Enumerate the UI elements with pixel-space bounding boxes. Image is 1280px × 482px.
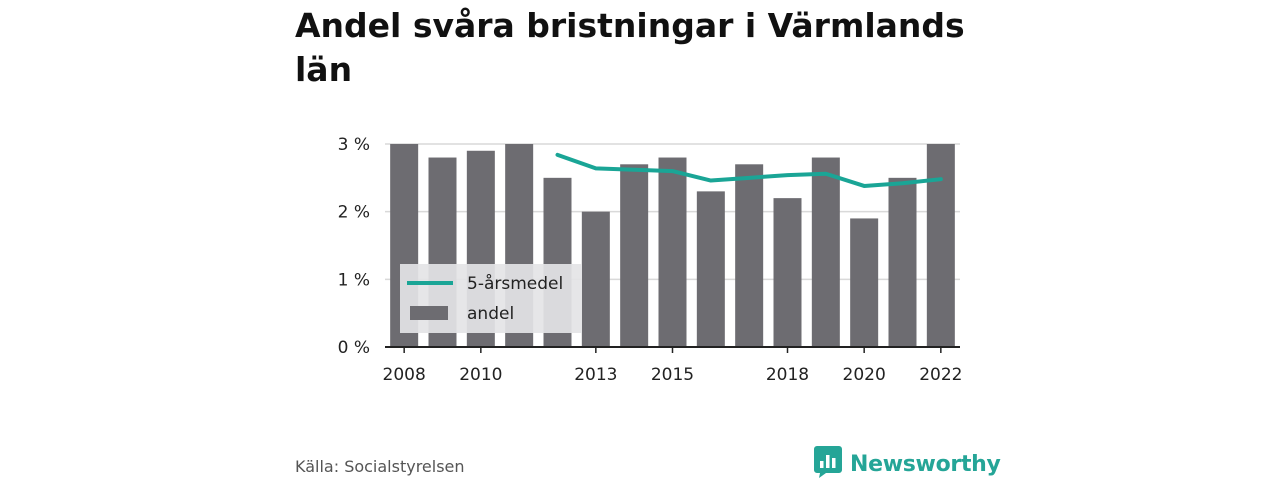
chart-title: Andel svåra bristningar i Värmlands län bbox=[295, 6, 965, 89]
brand-logo[interactable]: Newsworthy bbox=[814, 446, 1001, 482]
y-axis-ticks: 0 % 1 % 2 % 3 % bbox=[338, 135, 370, 358]
x-tick-label: 2018 bbox=[766, 365, 809, 385]
y-tick-label: 2 % bbox=[338, 203, 370, 223]
bar-2015 bbox=[658, 157, 687, 347]
legend-label-5-arsmedel: 5-årsmedel bbox=[467, 273, 563, 294]
legend: 5-årsmedel andel bbox=[400, 264, 582, 333]
chart-area: 0 %1 %2 %3 % 5-årsmedel andel 2008 2010 20… bbox=[338, 135, 963, 385]
bar-chart-icon bbox=[814, 446, 842, 482]
x-tick-label: 2010 bbox=[459, 365, 502, 385]
x-axis: 2008 2010 2013 2015 2018 2020 2022 bbox=[383, 346, 962, 385]
bar-2016 bbox=[696, 191, 725, 347]
x-tick-label: 2022 bbox=[919, 365, 962, 385]
line-5-arsmedel bbox=[555, 152, 943, 188]
bar-2013 bbox=[581, 211, 610, 347]
bar-2018 bbox=[773, 198, 802, 347]
x-tick-label: 2013 bbox=[574, 365, 617, 385]
legend-background bbox=[400, 264, 582, 333]
bar-2020 bbox=[850, 218, 879, 347]
x-tick-label: 2008 bbox=[383, 365, 426, 385]
x-tick-label: 2020 bbox=[843, 365, 886, 385]
y-tick-label: 1 % bbox=[338, 270, 370, 290]
bar-2022 bbox=[926, 144, 955, 347]
bar-2017 bbox=[735, 164, 764, 347]
brand-name: Newsworthy bbox=[850, 451, 1001, 477]
bar-2019 bbox=[811, 157, 840, 347]
legend-bar-swatch bbox=[410, 306, 448, 320]
bar-2014 bbox=[620, 164, 649, 347]
source-note: Källa: Socialstyrelsen bbox=[295, 457, 465, 476]
line-series-5-arsmedel bbox=[555, 152, 943, 188]
y-tick-label: 3 % bbox=[338, 135, 370, 155]
y-tick-label: 0 % bbox=[338, 338, 370, 358]
x-tick-label: 2015 bbox=[651, 365, 694, 385]
bar-2021 bbox=[888, 177, 917, 347]
legend-label-andel: andel bbox=[467, 304, 514, 324]
